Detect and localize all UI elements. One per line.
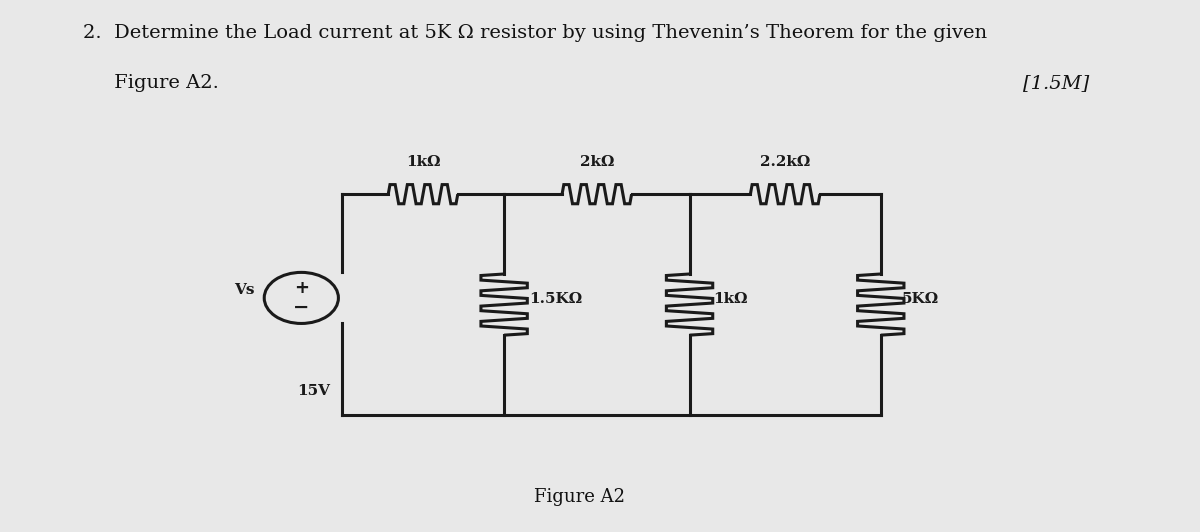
Text: Figure A2: Figure A2 bbox=[534, 488, 625, 506]
Text: 1kΩ: 1kΩ bbox=[406, 155, 440, 169]
Text: 2.2kΩ: 2.2kΩ bbox=[760, 155, 810, 169]
Text: 5KΩ: 5KΩ bbox=[901, 292, 938, 306]
Text: +: + bbox=[294, 279, 308, 297]
Text: [1.5M]: [1.5M] bbox=[1024, 74, 1090, 93]
Text: 1.5KΩ: 1.5KΩ bbox=[529, 292, 583, 306]
Text: Vs: Vs bbox=[234, 283, 254, 297]
Text: 1kΩ: 1kΩ bbox=[713, 292, 748, 306]
Text: −: − bbox=[293, 298, 310, 317]
Text: 2kΩ: 2kΩ bbox=[580, 155, 614, 169]
Text: 15V: 15V bbox=[298, 384, 330, 398]
Text: Figure A2.: Figure A2. bbox=[84, 74, 220, 93]
Text: 2.  Determine the Load current at 5K Ω resistor by using Thevenin’s Theorem for : 2. Determine the Load current at 5K Ω re… bbox=[84, 24, 988, 42]
